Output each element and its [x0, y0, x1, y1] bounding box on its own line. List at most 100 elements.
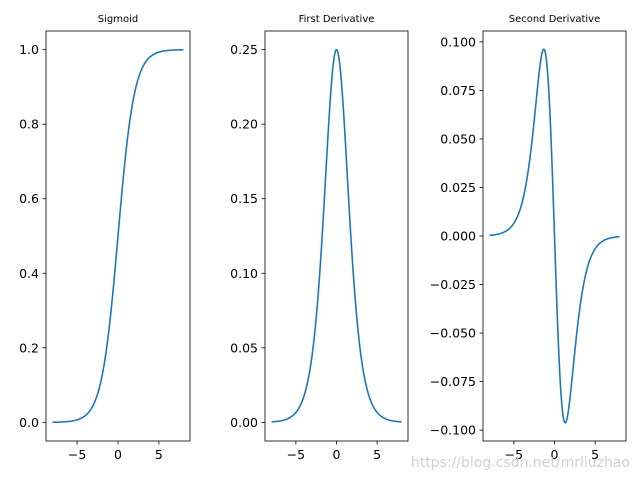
second-derivative-data-point	[564, 422, 566, 424]
first-derivative-data-point	[311, 354, 313, 356]
first-derivative-data-point	[348, 199, 350, 201]
first-derivative-data-point	[384, 418, 386, 420]
second-derivative-data-point	[505, 230, 507, 232]
sigmoid-y-tick-label: 0.4	[19, 266, 39, 281]
second-derivative-data-point	[497, 233, 499, 235]
second-derivative-data-point	[554, 235, 556, 237]
first-derivative-data-point	[295, 412, 297, 414]
second-derivative-data-point	[489, 235, 491, 237]
first-derivative-data-point	[344, 128, 346, 130]
sigmoid-data-point	[142, 67, 144, 69]
second-derivative-data-point	[529, 156, 531, 158]
sigmoid-y-tick-label: 0.6	[19, 191, 39, 206]
second-derivative-data-point	[566, 419, 568, 421]
second-derivative-data-point	[570, 391, 572, 393]
sigmoid-y-tick-label: 0.2	[19, 340, 39, 355]
sigmoid-data-point	[129, 117, 131, 119]
second-derivative-data-point	[562, 412, 564, 414]
second-derivative-data-point	[558, 347, 560, 349]
watermark: https://blog.csdn.net/mrliuzhao	[411, 455, 630, 471]
first-derivative-data-point	[332, 71, 334, 73]
first-derivative-y-tick-label: 0.05	[230, 340, 258, 355]
first-derivative-data-point	[368, 395, 370, 397]
sigmoid-data-point	[150, 56, 152, 58]
second-derivative-y-tick-label: 0.025	[440, 180, 476, 195]
second-derivative-x-tick-label: −5	[505, 447, 523, 462]
sigmoid-data-point	[93, 404, 95, 406]
subplot-second-derivative: −5 0 5 −0.100 −0.075 −0.050 −0.025 0.000 0.025 0.…	[430, 14, 627, 462]
first-derivative-data-point	[303, 395, 305, 397]
first-derivative-y-tick-label: 0.25	[230, 42, 258, 57]
first-derivative-data-point	[271, 421, 273, 423]
sigmoid-data-point	[52, 421, 54, 423]
sigmoid-x-tick-label: −5	[68, 447, 86, 462]
sigmoid-title: Sigmoid	[98, 14, 138, 25]
first-derivative-y-tick-label: 0.10	[230, 266, 258, 281]
second-derivative-data-point	[546, 59, 548, 61]
second-derivative-y-tick-label: −0.050	[430, 326, 476, 341]
second-derivative-data-point	[513, 222, 515, 224]
first-derivative-series-line	[271, 48, 402, 423]
second-derivative-data-point	[611, 237, 613, 239]
first-derivative-x-tick-label: 0	[333, 447, 341, 462]
first-derivative-data-point	[340, 71, 342, 73]
sigmoid-data-point	[166, 50, 168, 52]
first-derivative-data-point	[376, 412, 378, 414]
sigmoid-y-tick-label: 0.8	[19, 117, 39, 132]
first-derivative-data-point	[352, 265, 354, 267]
second-derivative-x-tick-label: 0	[551, 447, 559, 462]
first-derivative-data-point	[393, 420, 395, 422]
sigmoid-data-point	[101, 377, 103, 379]
second-derivative-title: Second Derivative	[509, 14, 601, 25]
subplot-first-derivative: −5 0 5 0.00 0.05 0.10 0.15 0.20 0.25 First Deriva…	[230, 14, 409, 462]
first-derivative-data-point	[324, 199, 326, 201]
sigmoid-data-point	[174, 49, 176, 51]
second-derivative-data-point	[578, 315, 580, 317]
second-derivative-data-point	[550, 123, 552, 125]
second-derivative-data-point	[586, 268, 588, 270]
second-derivative-data-point	[619, 236, 621, 238]
first-derivative-data-point	[401, 421, 403, 423]
second-derivative-data-point	[594, 248, 596, 250]
first-derivative-data-point	[319, 265, 321, 267]
sigmoid-data-point	[117, 235, 119, 237]
second-derivative-data-point	[542, 51, 544, 53]
second-derivative-x-tick-label: 5	[591, 447, 599, 462]
sigmoid-data-point	[121, 190, 123, 192]
second-derivative-series-line	[489, 48, 620, 424]
first-derivative-y-tick-label: 0.15	[230, 191, 258, 206]
second-derivative-y-tick-label: −0.100	[430, 423, 476, 438]
first-derivative-data-point	[328, 128, 330, 130]
second-derivative-data-point	[537, 80, 539, 82]
sigmoid-data-point	[76, 419, 78, 421]
first-derivative-y-tick-label: 0.20	[230, 117, 258, 132]
first-derivative-y-tick-label: 0.00	[230, 415, 258, 430]
second-derivative-data-point	[602, 240, 604, 242]
first-derivative-data-point	[360, 354, 362, 356]
sigmoid-y-tick-label: 1.0	[19, 42, 39, 57]
first-derivative-data-point	[336, 49, 338, 51]
sigmoid-data-point	[134, 93, 136, 95]
first-derivative-axes-frame	[264, 30, 409, 442]
sigmoid-x-tick-label: 0	[114, 447, 122, 462]
sigmoid-data-point	[84, 415, 86, 417]
second-derivative-y-tick-label: −0.025	[430, 277, 476, 292]
first-derivative-data-point	[279, 420, 281, 422]
subplot-sigmoid: −5 0 5 0.0 0.2 0.4 0.6 0.8 1.0 Sigmoid	[19, 14, 191, 462]
second-derivative-y-tick-label: −0.075	[430, 374, 476, 389]
sigmoid-data-point	[183, 49, 185, 51]
sigmoid-data-point	[113, 281, 115, 283]
sigmoid-x-tick-label: 5	[155, 447, 163, 462]
second-derivative-data-point	[543, 48, 545, 50]
first-derivative-title: First Derivative	[299, 14, 375, 25]
sigmoid-data-point	[105, 354, 107, 356]
sigmoid-data-point	[109, 321, 111, 323]
sigmoid-y-tick-label: 0.0	[19, 415, 39, 430]
sigmoid-data-point	[158, 51, 160, 53]
second-derivative-y-tick-label: 0.100	[440, 34, 476, 49]
sigmoid-series-line	[52, 48, 184, 424]
sigmoid-data-point	[125, 149, 127, 151]
first-derivative-x-tick-label: 5	[373, 447, 381, 462]
sigmoid-data-point	[60, 421, 62, 423]
